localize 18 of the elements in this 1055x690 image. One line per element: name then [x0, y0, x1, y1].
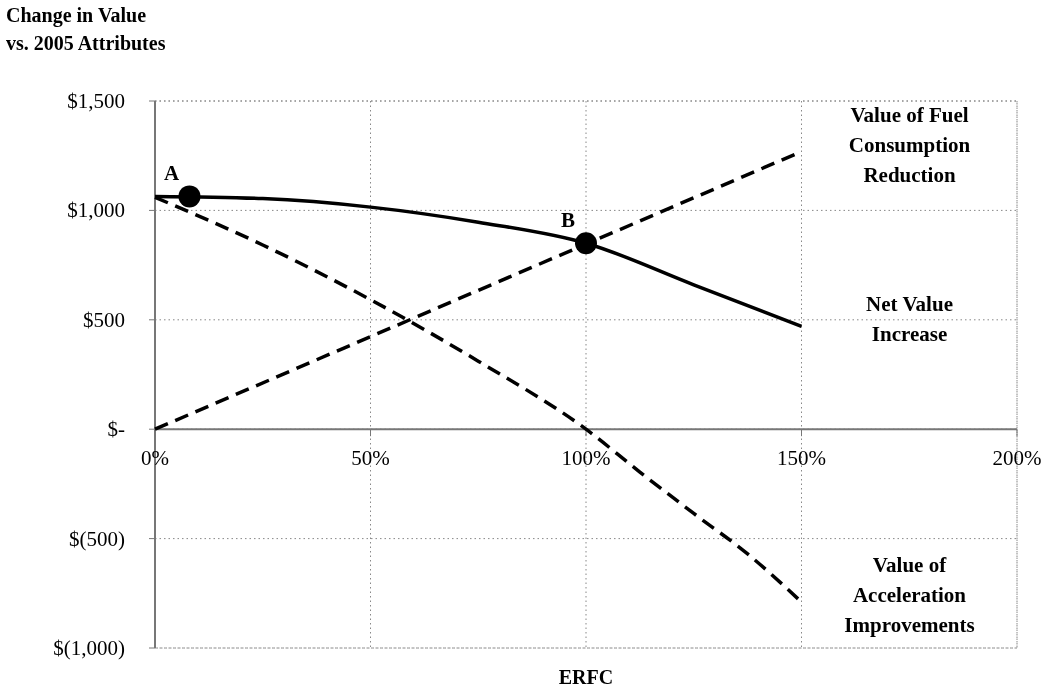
- y-tick-label: $(500): [69, 526, 125, 551]
- y-tick-label: $-: [107, 417, 125, 442]
- y-axis-title: Change in Value vs. 2005 Attributes: [6, 4, 166, 54]
- y-tick-label: $1,500: [67, 89, 125, 113]
- x-tick-label: 200%: [992, 446, 1042, 471]
- text: Net Value Increase: [866, 292, 953, 347]
- y-tick-label: $1,000: [67, 198, 125, 223]
- y-tick-label: $(1,000): [53, 636, 125, 660]
- text: Value of Acceleration Improvements: [844, 553, 975, 638]
- text: Value of Fuel Consumption Reduction: [848, 102, 971, 187]
- x-tick-label: 150%: [777, 446, 826, 471]
- x-axis-title: ERFC: [558, 666, 614, 688]
- annotation: A: [163, 161, 180, 186]
- x-tick-label: 100%: [561, 446, 611, 471]
- annotation: B: [560, 208, 576, 233]
- x-tick-label: 50%: [351, 446, 390, 471]
- x-tick-label: 0%: [141, 446, 169, 471]
- y-tick-label: $500: [83, 307, 125, 332]
